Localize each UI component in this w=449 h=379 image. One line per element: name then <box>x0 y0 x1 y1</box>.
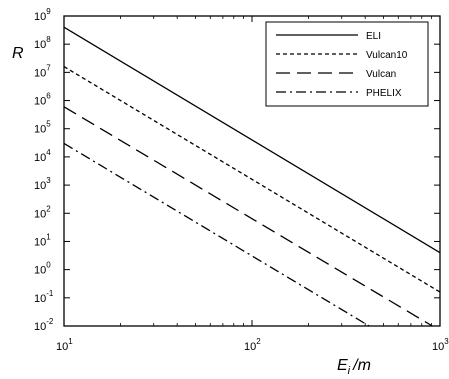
tick-exponent: 0 <box>46 261 51 270</box>
plot-series <box>63 26 441 327</box>
tick-exponent: 3 <box>46 176 51 185</box>
series-line-vulcan10 <box>63 66 441 293</box>
tick-exponent: -1 <box>46 289 54 298</box>
tick-base: 10 <box>34 11 46 23</box>
tick-base: 10 <box>34 236 46 248</box>
y-tick-label: 104 <box>34 148 51 164</box>
tick-base: 10 <box>244 341 256 353</box>
y-tick-label: 106 <box>34 92 51 108</box>
tick-exponent: 6 <box>46 92 51 101</box>
tick-base: 10 <box>432 341 444 353</box>
tick-exponent: 9 <box>46 7 51 16</box>
y-tick-label: 109 <box>34 7 51 23</box>
tick-base: 10 <box>34 96 46 108</box>
tick-base: 10 <box>34 152 46 164</box>
legend-item-vulcan: Vulcan <box>276 69 396 80</box>
y-tick-label: 108 <box>34 35 51 51</box>
y-tick-label: 10-1 <box>34 289 54 305</box>
y-axis-label: R <box>12 45 24 62</box>
y-tick-label: 100 <box>34 261 51 277</box>
tick-exponent: 1 <box>46 232 51 241</box>
tick-exponent: 1 <box>68 337 73 346</box>
legend-box <box>265 21 429 107</box>
tick-base: 10 <box>34 321 46 333</box>
legend-label: Vulcan10 <box>366 50 408 61</box>
tick-base: 10 <box>34 124 46 136</box>
legend-label: PHELIX <box>366 88 402 99</box>
y-tick-label: 107 <box>34 63 51 79</box>
legend-item-eli: ELI <box>276 31 381 42</box>
y-tick-label: 101 <box>34 232 51 248</box>
tick-exponent: 3 <box>444 337 449 346</box>
tick-base: 10 <box>34 39 46 51</box>
tick-exponent: 2 <box>256 337 261 346</box>
tick-exponent: 5 <box>46 120 51 129</box>
x-axis-label-suffix: /m <box>352 357 371 374</box>
legend-item-vulcan10: Vulcan10 <box>276 50 408 61</box>
tick-base: 10 <box>34 293 46 305</box>
tick-exponent: 2 <box>46 204 51 213</box>
legend-item-phelix: PHELIX <box>276 88 402 99</box>
series-line-phelix <box>63 142 370 327</box>
y-tick-label: 10-2 <box>34 317 54 333</box>
y-tick-label: 103 <box>34 176 51 192</box>
tick-exponent: 7 <box>46 63 51 72</box>
x-tick-label: 102 <box>244 337 261 353</box>
x-tick-labels: 101 102 103 <box>56 337 449 353</box>
y-tick-label: 102 <box>34 204 51 220</box>
x-tick-label: 103 <box>432 337 449 353</box>
tick-base: 10 <box>34 67 46 79</box>
legend-label: Vulcan <box>366 69 396 80</box>
tick-exponent: -2 <box>46 317 54 326</box>
legend-label: ELI <box>366 31 381 42</box>
x-axis-label-main: E <box>337 357 348 374</box>
x-tick-label: 101 <box>56 337 73 353</box>
tick-base: 10 <box>34 265 46 277</box>
series-line-vulcan <box>63 106 433 327</box>
x-axis-label: Ei/m <box>337 357 371 377</box>
tick-base: 10 <box>34 180 46 192</box>
tick-exponent: 4 <box>46 148 51 157</box>
y-tick-label: 105 <box>34 120 51 136</box>
legend: ELI Vulcan10 Vulcan PHELIX <box>265 21 429 107</box>
x-axis-label-subscript: i <box>348 365 351 377</box>
tick-exponent: 8 <box>46 35 51 44</box>
tick-base: 10 <box>56 341 68 353</box>
tick-base: 10 <box>34 208 46 220</box>
plot-frame <box>63 15 441 327</box>
series-line-eli <box>63 26 441 254</box>
